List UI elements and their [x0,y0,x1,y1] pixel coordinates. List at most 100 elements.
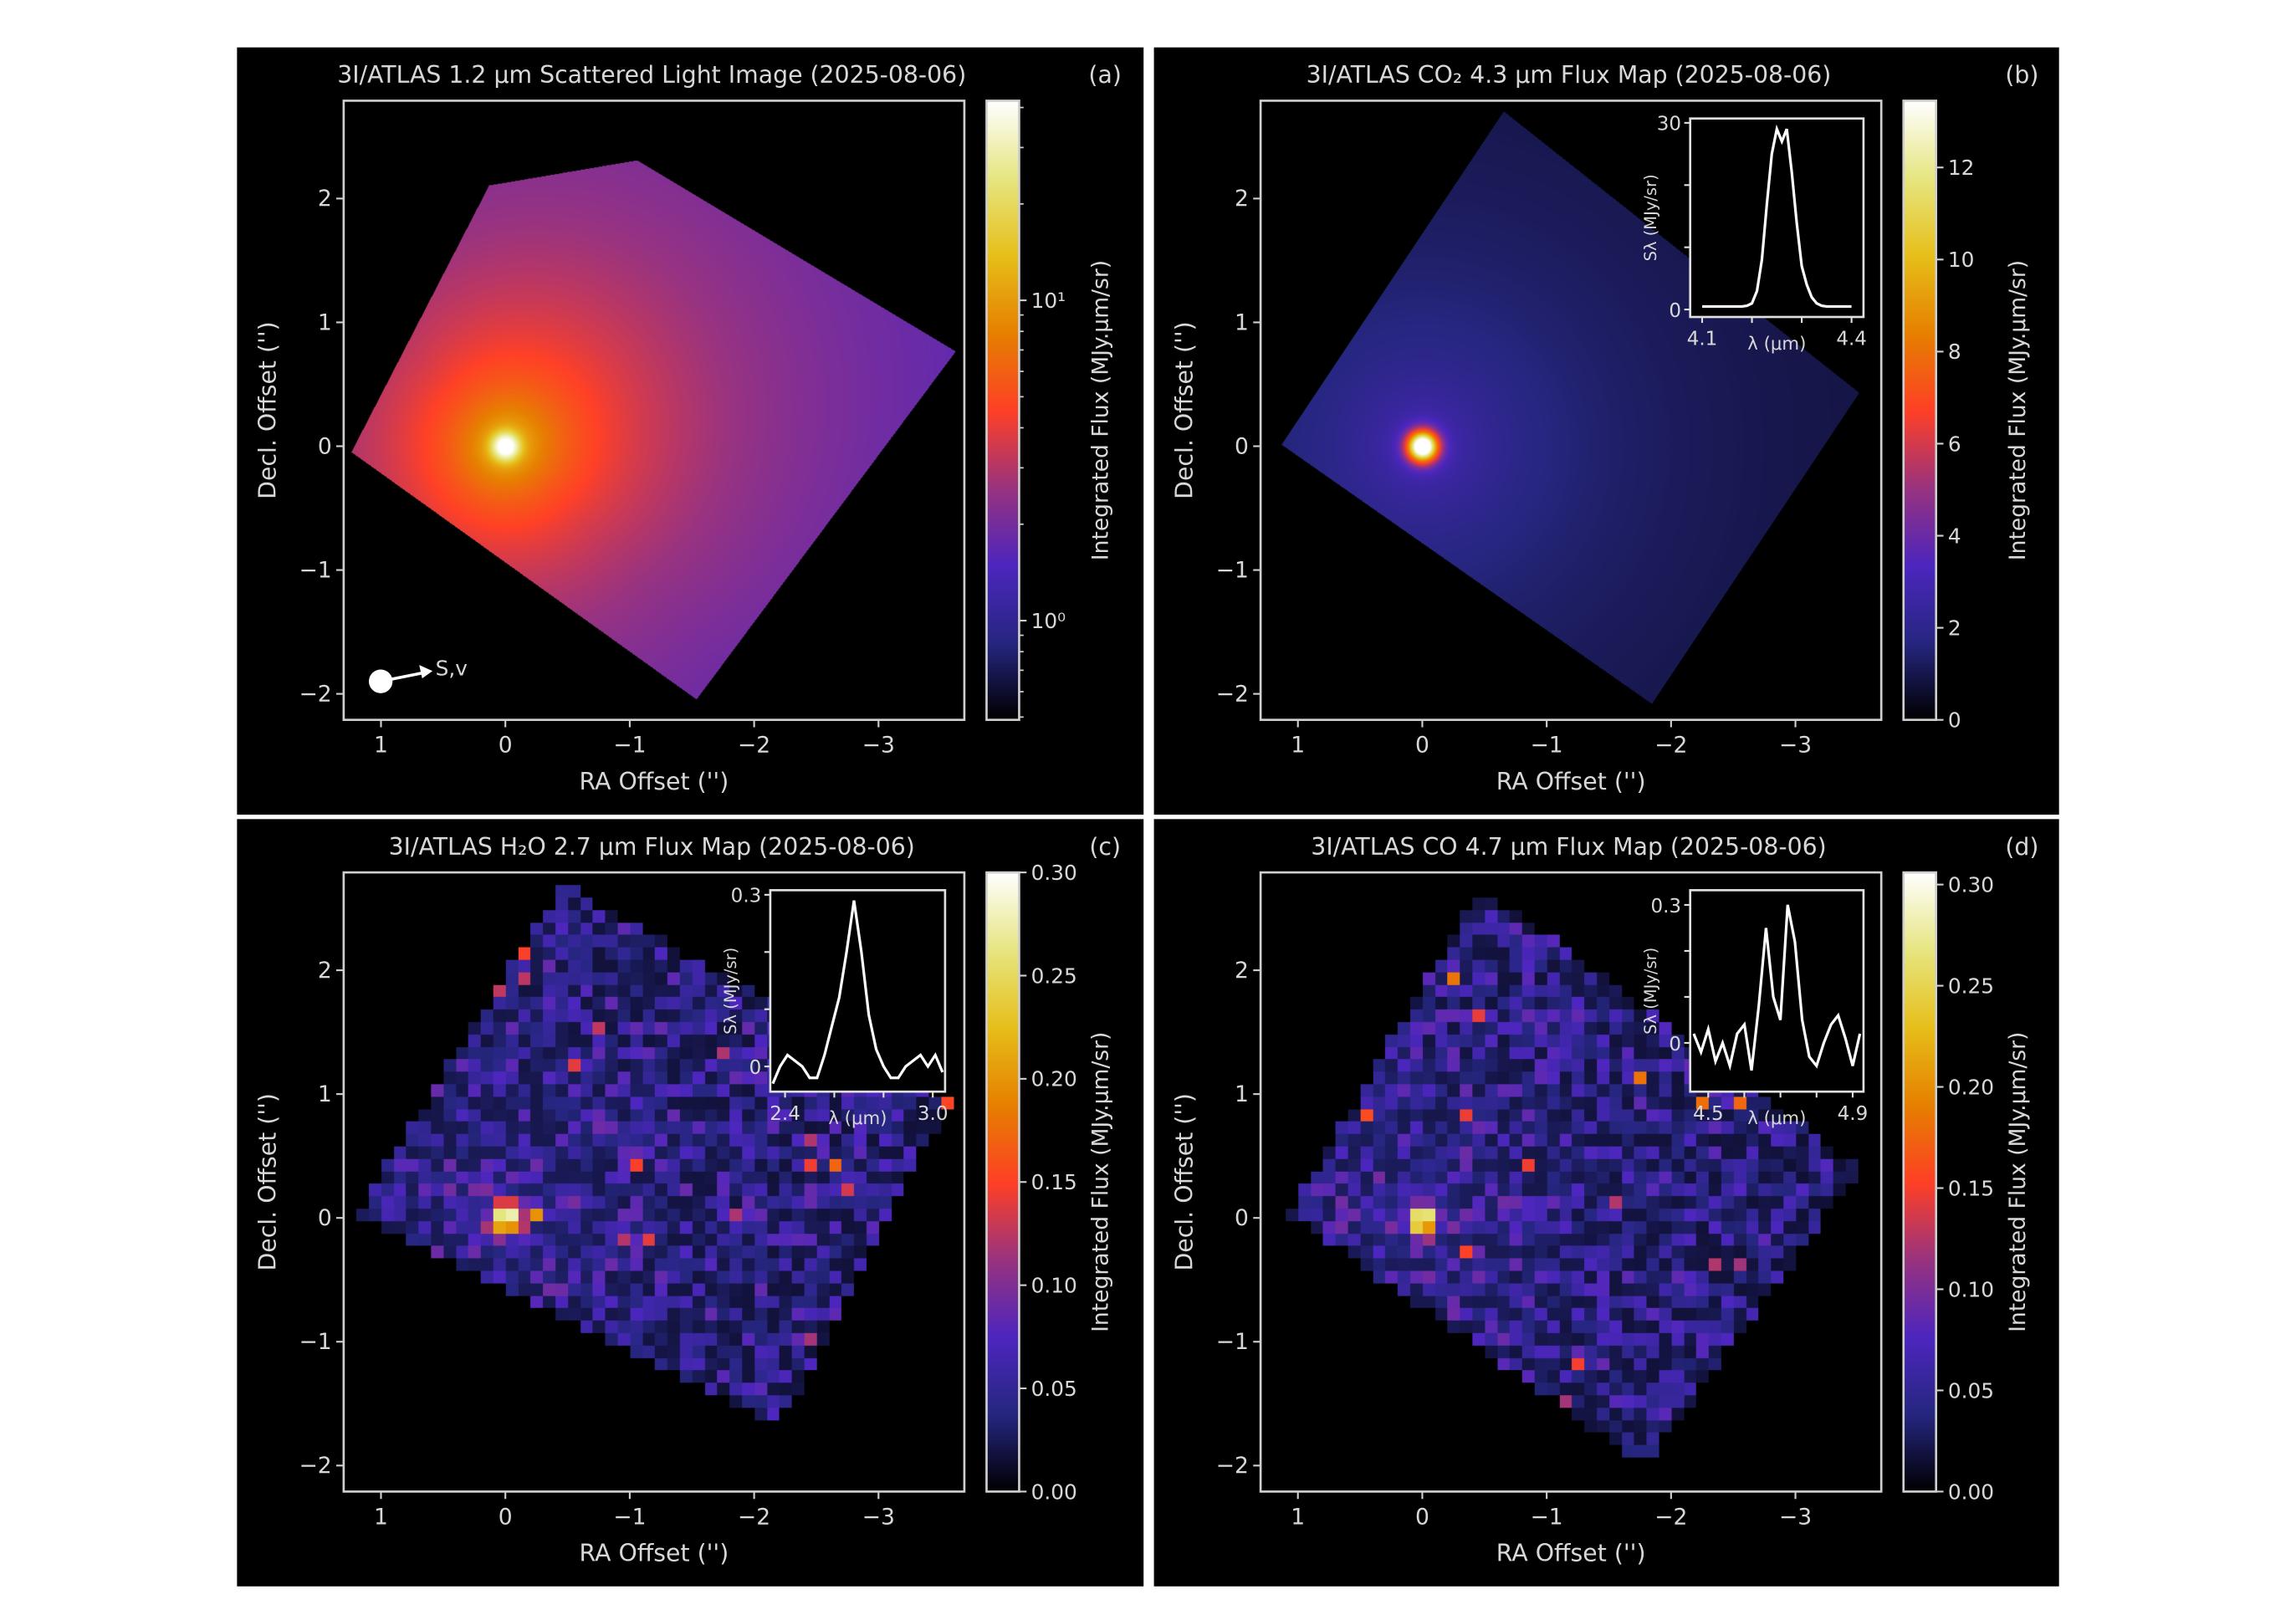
y-tick-label: −1 [1216,1329,1249,1355]
panel-b-title: 3I/ATLAS CO₂ 4.3 μm Flux Map (2025-08-06… [1307,61,1832,89]
panel-a-title: 3I/ATLAS 1.2 μm Scattered Light Image (2… [337,61,966,89]
y-tick-label: −2 [1216,1453,1249,1479]
y-axis-label: Decl. Offset ('') [1171,1093,1199,1271]
colorbar-tick-label: 0.10 [1948,1277,1994,1301]
x-axis-label: RA Offset ('') [1496,1540,1646,1567]
colorbar-tick-label: 0.20 [1031,1067,1077,1091]
panel-c-label: (c) [1089,833,1121,861]
x-tick-label: −1 [613,1504,646,1530]
colorbar-tick-label: 0.00 [1948,1480,1994,1504]
inset-x-axis-label: λ (μm) [1747,1108,1806,1129]
y-tick-label: −2 [1216,681,1249,707]
colorbar-tick-label: 0.20 [1948,1075,1994,1099]
x-tick-label: 0 [499,1504,513,1530]
inset-x-tick-label: 2.4 [770,1103,800,1125]
panel-c-title: 3I/ATLAS H₂O 2.7 μm Flux Map (2025-08-06… [389,833,915,861]
y-tick-label: 2 [1235,186,1249,212]
y-tick-label: −2 [299,1453,332,1479]
x-tick-label: 0 [1415,1504,1429,1530]
x-tick-label: −3 [1779,1504,1812,1530]
panel-c-colorbar [986,872,1020,1492]
x-tick-label: −3 [862,733,895,759]
colorbar-tick-label: 2 [1948,616,1961,640]
y-tick-label: 0 [1235,1205,1249,1231]
colorbar-tick-label: 0.15 [1948,1176,1994,1200]
x-tick-label: 0 [1415,733,1429,759]
y-tick-label: 0 [1235,433,1249,459]
x-tick-label: −1 [1531,733,1563,759]
colorbar-tick-label: 0.00 [1031,1480,1077,1504]
panel-c-axes-frame [342,871,966,1493]
arrowhead-icon [419,665,433,679]
colorbar-label: Integrated Flux (MJy.μm/sr) [1088,260,1114,560]
colorbar-tick-label: 0.25 [1031,963,1077,988]
colorbar-tick-label: 12 [1948,156,1975,180]
x-tick-label: −3 [862,1504,895,1530]
colorbar-frame [1902,100,1938,722]
inset-y-axis-label: Sλ (MJy/sr) [1641,948,1660,1035]
inset-x-tick-label: 3.0 [918,1103,949,1125]
y-tick-label: 1 [318,1081,332,1107]
sun-velocity-label: S,v [436,657,468,681]
inset-y-axis-label: Sλ (MJy/sr) [1641,174,1660,261]
x-tick-label: −2 [738,1504,770,1530]
inset-y-tick-label: 30 [1657,114,1681,135]
panel-d-title: 3I/ATLAS CO 4.7 μm Flux Map (2025-08-06) [1311,833,1826,861]
sun-velocity-marker-icon [368,669,393,693]
panel-a-colorbar [986,100,1020,720]
inset-y-tick-label: 0 [749,1057,762,1079]
colorbar-tick-label: 0.30 [1948,872,1994,897]
y-tick-label: −1 [299,1329,332,1355]
colorbar-tick-label: 10⁰ [1031,609,1066,633]
x-tick-label: −2 [1654,1504,1687,1530]
colorbar-tick-label: 0.10 [1031,1273,1077,1297]
colorbar-tick-label: 0.05 [1948,1378,1994,1403]
panel-a-axes-frame [342,100,966,722]
inset-y-tick-label: 0 [1669,1034,1681,1055]
panel-a-flux-image [343,100,964,720]
colorbar-frame [985,871,1020,1493]
y-axis-label: Decl. Offset ('') [1171,321,1199,499]
inset-b-spectrum-line [1702,124,1852,309]
y-tick-label: −1 [1216,557,1249,583]
panel-d-colorbar [1903,872,1936,1492]
x-tick-label: 1 [1291,733,1305,759]
y-tick-label: −2 [299,681,332,707]
inset-x-tick-label: 4.1 [1687,329,1718,350]
colorbar-tick-label: 8 [1948,340,1961,364]
y-tick-label: 1 [1235,309,1249,335]
y-tick-label: 0 [318,1205,332,1231]
inset-x-tick-label: 4.5 [1693,1103,1724,1125]
colorbar-tick-label: 0.30 [1031,861,1077,885]
y-tick-label: 2 [318,958,332,984]
y-tick-label: 2 [318,186,332,212]
inset-y-tick-label: 0.3 [1650,896,1681,917]
y-tick-label: 2 [1235,958,1249,984]
colorbar-tick-label: 0.15 [1031,1170,1077,1194]
x-axis-label: RA Offset ('') [580,768,729,795]
x-tick-label: −2 [738,733,770,759]
sun-velocity-arrow-icon [387,671,426,682]
panel-d-axes-frame [1259,871,1883,1493]
x-tick-label: −1 [613,733,646,759]
panel-a-label: (a) [1088,61,1121,89]
y-axis-label: Decl. Offset ('') [253,1093,281,1271]
y-tick-label: 0 [318,433,332,459]
x-tick-label: −1 [1531,1504,1563,1530]
colorbar-label: Integrated Flux (MJy.μm/sr) [2005,260,2031,560]
colorbar-tick-label: 4 [1948,524,1961,548]
inset-x-tick-label: 4.9 [1838,1103,1869,1125]
colorbar-tick-label: 0.05 [1031,1377,1077,1401]
panel-b-label: (b) [2005,61,2038,89]
y-tick-label: −1 [299,557,332,583]
inset-d-frame [1689,889,1865,1093]
inset-x-axis-label: λ (μm) [1747,334,1806,355]
colorbar-tick-label: 6 [1948,432,1961,456]
x-axis-label: RA Offset ('') [1496,768,1646,795]
inset-y-tick-label: 0 [1669,300,1681,322]
x-tick-label: −2 [1654,733,1687,759]
inset-c-spectrum-line [771,900,944,1085]
y-tick-label: 1 [318,309,332,335]
panel-d-label: (d) [2005,833,2038,861]
